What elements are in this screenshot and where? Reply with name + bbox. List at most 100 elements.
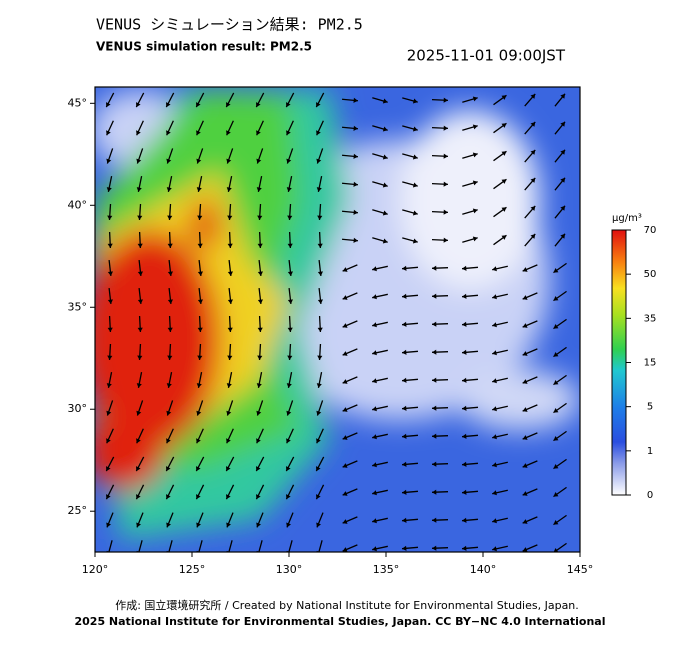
- wind-arrow-head: [501, 95, 507, 100]
- wind-arrow-head: [382, 182, 388, 188]
- wind-arrow-head: [317, 299, 323, 304]
- wind-arrow-head: [137, 327, 143, 332]
- wind-arrow-head: [492, 434, 497, 440]
- wind-arrow-head: [107, 327, 113, 332]
- wind-arrow-head: [136, 438, 141, 444]
- wind-arrow-head: [412, 126, 418, 132]
- wind-arrow-head: [226, 494, 231, 500]
- wind-arrow-head: [402, 461, 407, 467]
- wind-arrow: [168, 540, 173, 552]
- wind-arrow-head: [286, 130, 291, 136]
- wind-arrow-head: [353, 125, 358, 131]
- wind-arrow-head: [553, 520, 559, 525]
- wind-arrow-head: [342, 267, 348, 272]
- wind-arrow-head: [286, 438, 291, 444]
- wind-arrow-head: [107, 215, 113, 220]
- map-frame: [94, 86, 581, 553]
- wind-arrow-head: [196, 522, 201, 528]
- wind-arrow-head: [256, 187, 262, 192]
- wind-arrow-head: [286, 466, 291, 472]
- wind-arrow-head: [522, 491, 528, 496]
- wind-arrow-head: [287, 327, 293, 332]
- wind-arrow-head: [106, 187, 112, 192]
- wind-arrow-head: [402, 377, 407, 383]
- wind-arrow: [138, 540, 143, 552]
- wind-arrow: [288, 540, 293, 552]
- wind-arrow-head: [226, 466, 231, 472]
- wind-arrow-head: [256, 466, 261, 472]
- wind-arrow-head: [412, 238, 418, 244]
- footer-credit: 作成: 国立環境研究所 / Created by National Instit…: [115, 598, 579, 612]
- wind-arrow-head: [462, 321, 467, 327]
- y-tick-label: 35°: [68, 300, 88, 313]
- wind-arrow-head: [256, 102, 261, 108]
- wind-arrow-head: [167, 271, 173, 276]
- wind-arrow-head: [196, 130, 201, 136]
- wind-arrow-head: [432, 405, 437, 411]
- wind-arrow-head: [372, 434, 377, 440]
- wind-arrow-head: [106, 158, 112, 164]
- wind-arrow-head: [353, 153, 358, 159]
- wind-arrow-head: [432, 321, 437, 327]
- wind-arrow-head: [287, 299, 293, 304]
- wind-arrow-head: [227, 243, 233, 248]
- wind-arrow-head: [257, 243, 263, 248]
- wind-arrow-head: [166, 383, 172, 388]
- x-tick-label: 120°: [82, 563, 109, 576]
- wind-arrow-head: [197, 355, 203, 360]
- wind-arrow-head: [136, 130, 141, 136]
- colorbar: [611, 229, 627, 496]
- wind-arrow-head: [287, 243, 293, 248]
- wind-arrow-head: [316, 130, 321, 136]
- wind-arrow-head: [501, 123, 507, 128]
- wind-arrow-head: [256, 158, 262, 164]
- wind-arrow-head: [316, 494, 321, 500]
- wind-arrow-head: [432, 349, 437, 355]
- wind-arrow-head: [382, 126, 388, 132]
- wind-arrow-head: [287, 355, 293, 360]
- wind-arrow-head: [226, 130, 231, 136]
- y-tick-label: 30°: [68, 402, 88, 415]
- wind-arrow: [198, 540, 203, 552]
- wind-arrow-head: [553, 352, 559, 357]
- wind-arrow-head: [226, 522, 231, 528]
- wind-arrow-head: [472, 208, 478, 214]
- wind-arrow-head: [522, 547, 528, 552]
- wind-arrow-head: [492, 490, 497, 496]
- wind-arrow-head: [286, 522, 291, 528]
- wind-arrow-head: [372, 406, 377, 412]
- wind-arrow-head: [432, 461, 437, 467]
- wind-arrow-head: [197, 299, 203, 304]
- colorbar-unit: μg/m³: [612, 213, 642, 224]
- wind-arrow-head: [107, 243, 113, 248]
- wind-arrow-head: [287, 271, 293, 276]
- wind-arrow-head: [553, 464, 559, 469]
- wind-arrow-head: [137, 299, 143, 304]
- wind-arrow-head: [522, 323, 528, 328]
- wind-arrow-head: [462, 349, 467, 355]
- wind-arrow-head: [316, 383, 322, 388]
- wind-arrow-head: [402, 349, 407, 355]
- wind-arrow-head: [560, 233, 566, 239]
- wind-arrow-head: [166, 158, 172, 164]
- wind-arrow-head: [443, 125, 448, 131]
- colorbar-tick-label: 1: [647, 446, 653, 457]
- wind-arrow-head: [197, 327, 203, 332]
- wind-arrow-head: [316, 522, 321, 528]
- wind-arrow-head: [342, 491, 348, 496]
- colorbar-tick-label: 35: [644, 313, 657, 324]
- wind-arrow-head: [257, 327, 263, 332]
- x-tick-label: 135°: [373, 563, 400, 576]
- wind-arrow-head: [462, 293, 467, 299]
- wind-arrow-head: [106, 466, 111, 472]
- wind-arrow-head: [256, 494, 261, 500]
- wind-arrow-head: [136, 522, 141, 528]
- wind-arrow-head: [522, 519, 528, 524]
- wind-arrow-head: [287, 215, 293, 220]
- x-tick-label: 145°: [567, 563, 594, 576]
- colorbar-tick-label: 5: [647, 402, 653, 413]
- wind-arrow-head: [106, 383, 112, 388]
- wind-arrow-head: [412, 154, 418, 160]
- wind-arrow-head: [553, 548, 559, 552]
- wind-arrow-head: [256, 383, 262, 388]
